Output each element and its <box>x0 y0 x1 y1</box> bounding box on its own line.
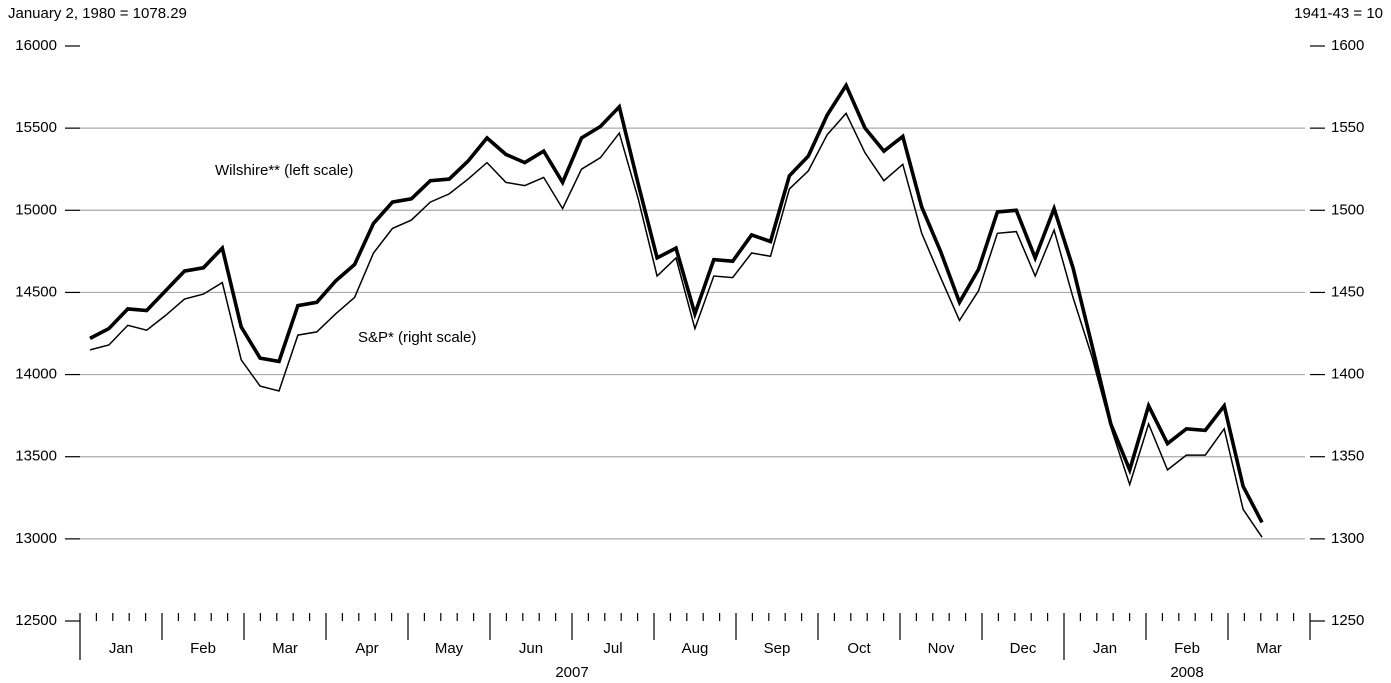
y-tick-label: 14000 <box>15 366 57 383</box>
month-label: Dec <box>1010 640 1037 657</box>
month-label: Oct <box>847 640 871 657</box>
right-scale-note: 1941-43 = 10 <box>1294 5 1383 22</box>
month-label: Jan <box>109 640 133 657</box>
left-scale-note: January 2, 1980 = 1078.29 <box>8 5 187 22</box>
y-tick-label: 14500 <box>15 283 57 300</box>
month-label: Sep <box>764 640 791 657</box>
y2-tick-label: 1500 <box>1331 201 1364 218</box>
series-annotation: S&P* (right scale) <box>358 329 476 346</box>
y2-tick-label: 1300 <box>1331 530 1364 547</box>
y2-tick-label: 1550 <box>1331 119 1364 136</box>
month-label: Jul <box>603 640 622 657</box>
y-tick-label: 15500 <box>15 119 57 136</box>
y2-tick-label: 1400 <box>1331 366 1364 383</box>
y2-tick-label: 1600 <box>1331 37 1364 54</box>
month-label: Nov <box>928 640 955 657</box>
series-line <box>89 81 1264 524</box>
month-label: Mar <box>272 640 298 657</box>
series-annotation: Wilshire** (left scale) <box>215 162 353 179</box>
y-tick-label: 16000 <box>15 37 57 54</box>
y-tick-label: 15000 <box>15 201 57 218</box>
month-label: Mar <box>1256 640 1282 657</box>
month-label: Feb <box>190 640 216 657</box>
month-label: May <box>435 640 464 657</box>
month-label: Aug <box>682 640 709 657</box>
y-tick-label: 13500 <box>15 448 57 465</box>
month-label: Apr <box>355 640 378 657</box>
y-tick-label: 12500 <box>15 612 57 629</box>
month-label: Jan <box>1093 640 1117 657</box>
year-label: 2008 <box>1170 664 1203 681</box>
y2-tick-label: 1250 <box>1331 612 1364 629</box>
series-line <box>89 112 1263 538</box>
y-tick-label: 13000 <box>15 530 57 547</box>
month-label: Feb <box>1174 640 1200 657</box>
year-label: 2007 <box>555 664 588 681</box>
y2-tick-label: 1350 <box>1331 448 1364 465</box>
month-label: Jun <box>519 640 543 657</box>
y2-tick-label: 1450 <box>1331 283 1364 300</box>
